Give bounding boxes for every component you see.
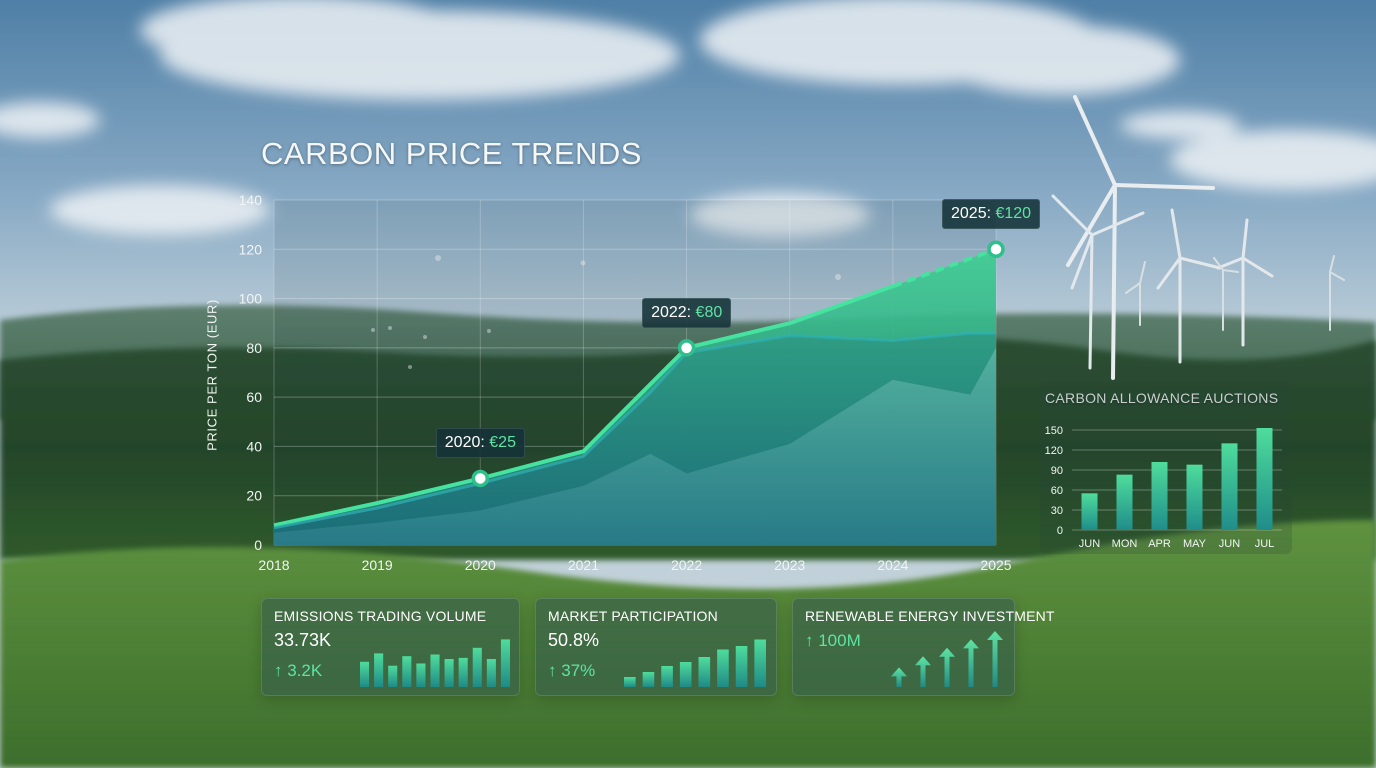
callout-value: €120 — [995, 205, 1032, 223]
data-point — [987, 240, 1005, 259]
chart-areas — [274, 249, 996, 546]
emissions-volume-card[interactable]: EMISSIONS TRADING VOLUME 33.73K ↑ 3.2K — [261, 598, 520, 696]
y-tick-label: 20 — [246, 488, 262, 504]
auction-y-tick: 90 — [1051, 465, 1063, 477]
card-title: MARKET PARTICIPATION — [548, 608, 718, 624]
y-tick-label: 80 — [246, 340, 262, 356]
x-tick-label: 2018 — [258, 557, 289, 573]
spark-bar — [472, 647, 482, 687]
data-point — [471, 469, 490, 488]
price-callout: 2022: €80 — [642, 297, 732, 328]
auction-chart-title: CARBON ALLOWANCE AUCTIONS — [1045, 390, 1278, 406]
callout-value: €25 — [489, 434, 516, 452]
price-line — [273, 284, 894, 528]
spark-bar — [430, 654, 440, 687]
y-tick-label: 120 — [239, 241, 263, 257]
spark-bar — [360, 661, 370, 687]
tertiary-area — [274, 347, 996, 545]
spark-bar — [388, 665, 398, 687]
card-delta: ↑ 100M — [805, 631, 861, 650]
auction-x-tick: JUN — [1079, 538, 1100, 550]
auction-y-tick: 60 — [1051, 485, 1063, 497]
sparkbar-chart — [624, 639, 766, 687]
spark-bar — [500, 639, 510, 687]
up-arrow-icon — [891, 667, 907, 687]
chart-title: CARBON PRICE TRENDS — [261, 136, 642, 171]
x-tick-label: 2021 — [568, 557, 599, 573]
card-title: EMISSIONS TRADING VOLUME — [274, 608, 487, 624]
auction-bar — [1116, 474, 1133, 530]
up-arrow-icon — [915, 656, 931, 687]
callout-label: 2022: — [651, 303, 696, 321]
up-arrow-icon — [963, 639, 979, 687]
spark-bar — [661, 666, 673, 687]
card-delta: ↑ 37% — [548, 661, 596, 680]
chart-ticks: 0 20 40 60 80 100 120 140 2018 2019 2020 2021 2022 20… — [239, 192, 1012, 573]
spark-bar — [679, 662, 692, 687]
up-arrow-icon — [939, 647, 955, 687]
auction-bar — [1186, 464, 1203, 530]
chart-points — [471, 240, 1005, 488]
auction-y-tick: 0 — [1057, 525, 1063, 537]
y-tick-label: 0 — [254, 537, 262, 553]
renewable-investment-card[interactable]: RENEWABLE ENERGY INVESTMENT ↑ 100M — [792, 598, 1054, 696]
auction-bar — [1081, 493, 1098, 530]
auction-x-tick: JUL — [1255, 538, 1275, 550]
spark-bar — [486, 659, 496, 687]
auction-bar — [1151, 462, 1168, 530]
spark-bar — [717, 649, 729, 687]
secondary-line — [273, 331, 996, 530]
callout-label: 2025: — [951, 205, 996, 223]
card-value: 50.8% — [548, 630, 600, 650]
x-tick-label: 2024 — [877, 557, 908, 573]
spark-bar — [642, 672, 655, 687]
spark-bar — [416, 663, 426, 687]
auction-bar — [1256, 428, 1273, 530]
spark-bar — [374, 653, 384, 687]
price-line-forecast — [892, 247, 997, 289]
auction-x-tick: APR — [1148, 538, 1171, 550]
spark-bar — [402, 656, 412, 687]
spark-bar — [754, 639, 766, 687]
auction-y-tick: 30 — [1051, 505, 1063, 517]
card-delta: ↑ 3.2K — [274, 661, 323, 680]
spark-bar — [698, 657, 711, 687]
spark-bar — [735, 646, 748, 687]
y-tick-label: 40 — [246, 438, 262, 454]
spark-bar — [458, 657, 468, 687]
callout-label: 2020: — [444, 434, 490, 452]
x-tick-label: 2020 — [465, 557, 496, 573]
price-callout: 2025: €120 — [942, 199, 1041, 230]
sparkbar-chart — [360, 639, 510, 687]
auction-bar — [1221, 443, 1238, 530]
auction-y-tick: 150 — [1045, 425, 1063, 437]
chart-lines — [273, 247, 997, 530]
card-value: 33.73K — [274, 630, 332, 650]
x-tick-label: 2025 — [980, 557, 1011, 573]
spark-bar — [624, 677, 636, 687]
auction-x-tick: JUN — [1219, 538, 1240, 550]
auction-y-tick: 120 — [1045, 445, 1063, 457]
auction-x-tick: MON — [1112, 538, 1138, 550]
up-arrow-icon — [987, 631, 1003, 687]
y-tick-label: 60 — [246, 389, 262, 405]
card-title: RENEWABLE ENERGY INVESTMENT — [805, 608, 1055, 624]
auction-x-tick: MAY — [1183, 538, 1207, 550]
callout-value: €80 — [695, 303, 723, 321]
arrow-bars-icon — [891, 631, 1003, 687]
x-tick-label: 2023 — [774, 557, 805, 573]
data-point — [677, 339, 696, 357]
market-participation-card[interactable]: MARKET PARTICIPATION 50.8% ↑ 37% — [535, 598, 777, 696]
x-tick-label: 2022 — [671, 557, 702, 573]
spark-bar — [444, 659, 454, 687]
price-callout: 2020: €25 — [435, 428, 525, 459]
x-tick-label: 2019 — [362, 557, 393, 573]
y-tick-label: 140 — [239, 192, 263, 208]
y-tick-label: 100 — [239, 291, 263, 307]
